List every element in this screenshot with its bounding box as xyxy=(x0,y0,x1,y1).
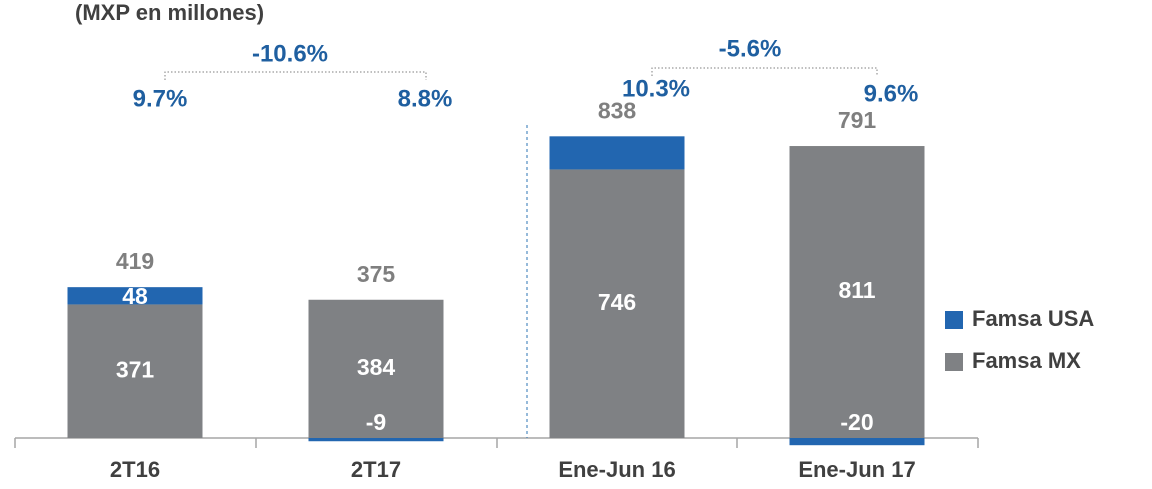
data-label: 48 xyxy=(122,283,148,309)
data-label: 371 xyxy=(116,356,155,382)
bar-segment xyxy=(308,299,444,438)
margin-label: 10.3% xyxy=(622,75,690,102)
margin-label: 9.7% xyxy=(133,85,188,112)
bar-segment xyxy=(308,438,444,442)
legend-label: Famsa MX xyxy=(972,348,1081,373)
x-tick-label: 2T16 xyxy=(110,457,160,482)
bar-segment xyxy=(549,169,685,438)
x-tick-label: Ene-Jun 17 xyxy=(798,457,915,482)
change-label: -5.6% xyxy=(719,35,782,62)
bar-segment xyxy=(789,146,925,439)
change-label: -10.6% xyxy=(252,40,328,67)
bar-segment xyxy=(549,136,685,170)
total-label: 791 xyxy=(838,107,877,133)
data-label: -20 xyxy=(840,409,873,435)
bar-segment xyxy=(67,287,203,305)
bracket xyxy=(164,71,427,80)
x-tick-label: 2T17 xyxy=(351,457,401,482)
legend-swatch xyxy=(945,353,963,371)
legend-swatch xyxy=(945,311,963,329)
total-label: 375 xyxy=(357,261,396,287)
legend-label: Famsa USA xyxy=(972,306,1094,331)
margin-label: 9.6% xyxy=(864,80,919,107)
bracket xyxy=(651,67,878,76)
data-label: 746 xyxy=(598,289,636,315)
total-label: 838 xyxy=(598,97,637,123)
axis-ticks xyxy=(14,438,979,448)
bar-segment xyxy=(67,304,203,438)
data-label: 811 xyxy=(838,277,875,303)
chart-title: (MXP en millones) xyxy=(75,0,264,25)
x-tick-label: Ene-Jun 16 xyxy=(558,457,675,482)
total-label: 419 xyxy=(116,248,154,274)
margin-label: 8.8% xyxy=(398,85,453,112)
data-label: -9 xyxy=(366,409,386,435)
data-label: 384 xyxy=(357,354,396,380)
bar-segment xyxy=(789,438,925,446)
